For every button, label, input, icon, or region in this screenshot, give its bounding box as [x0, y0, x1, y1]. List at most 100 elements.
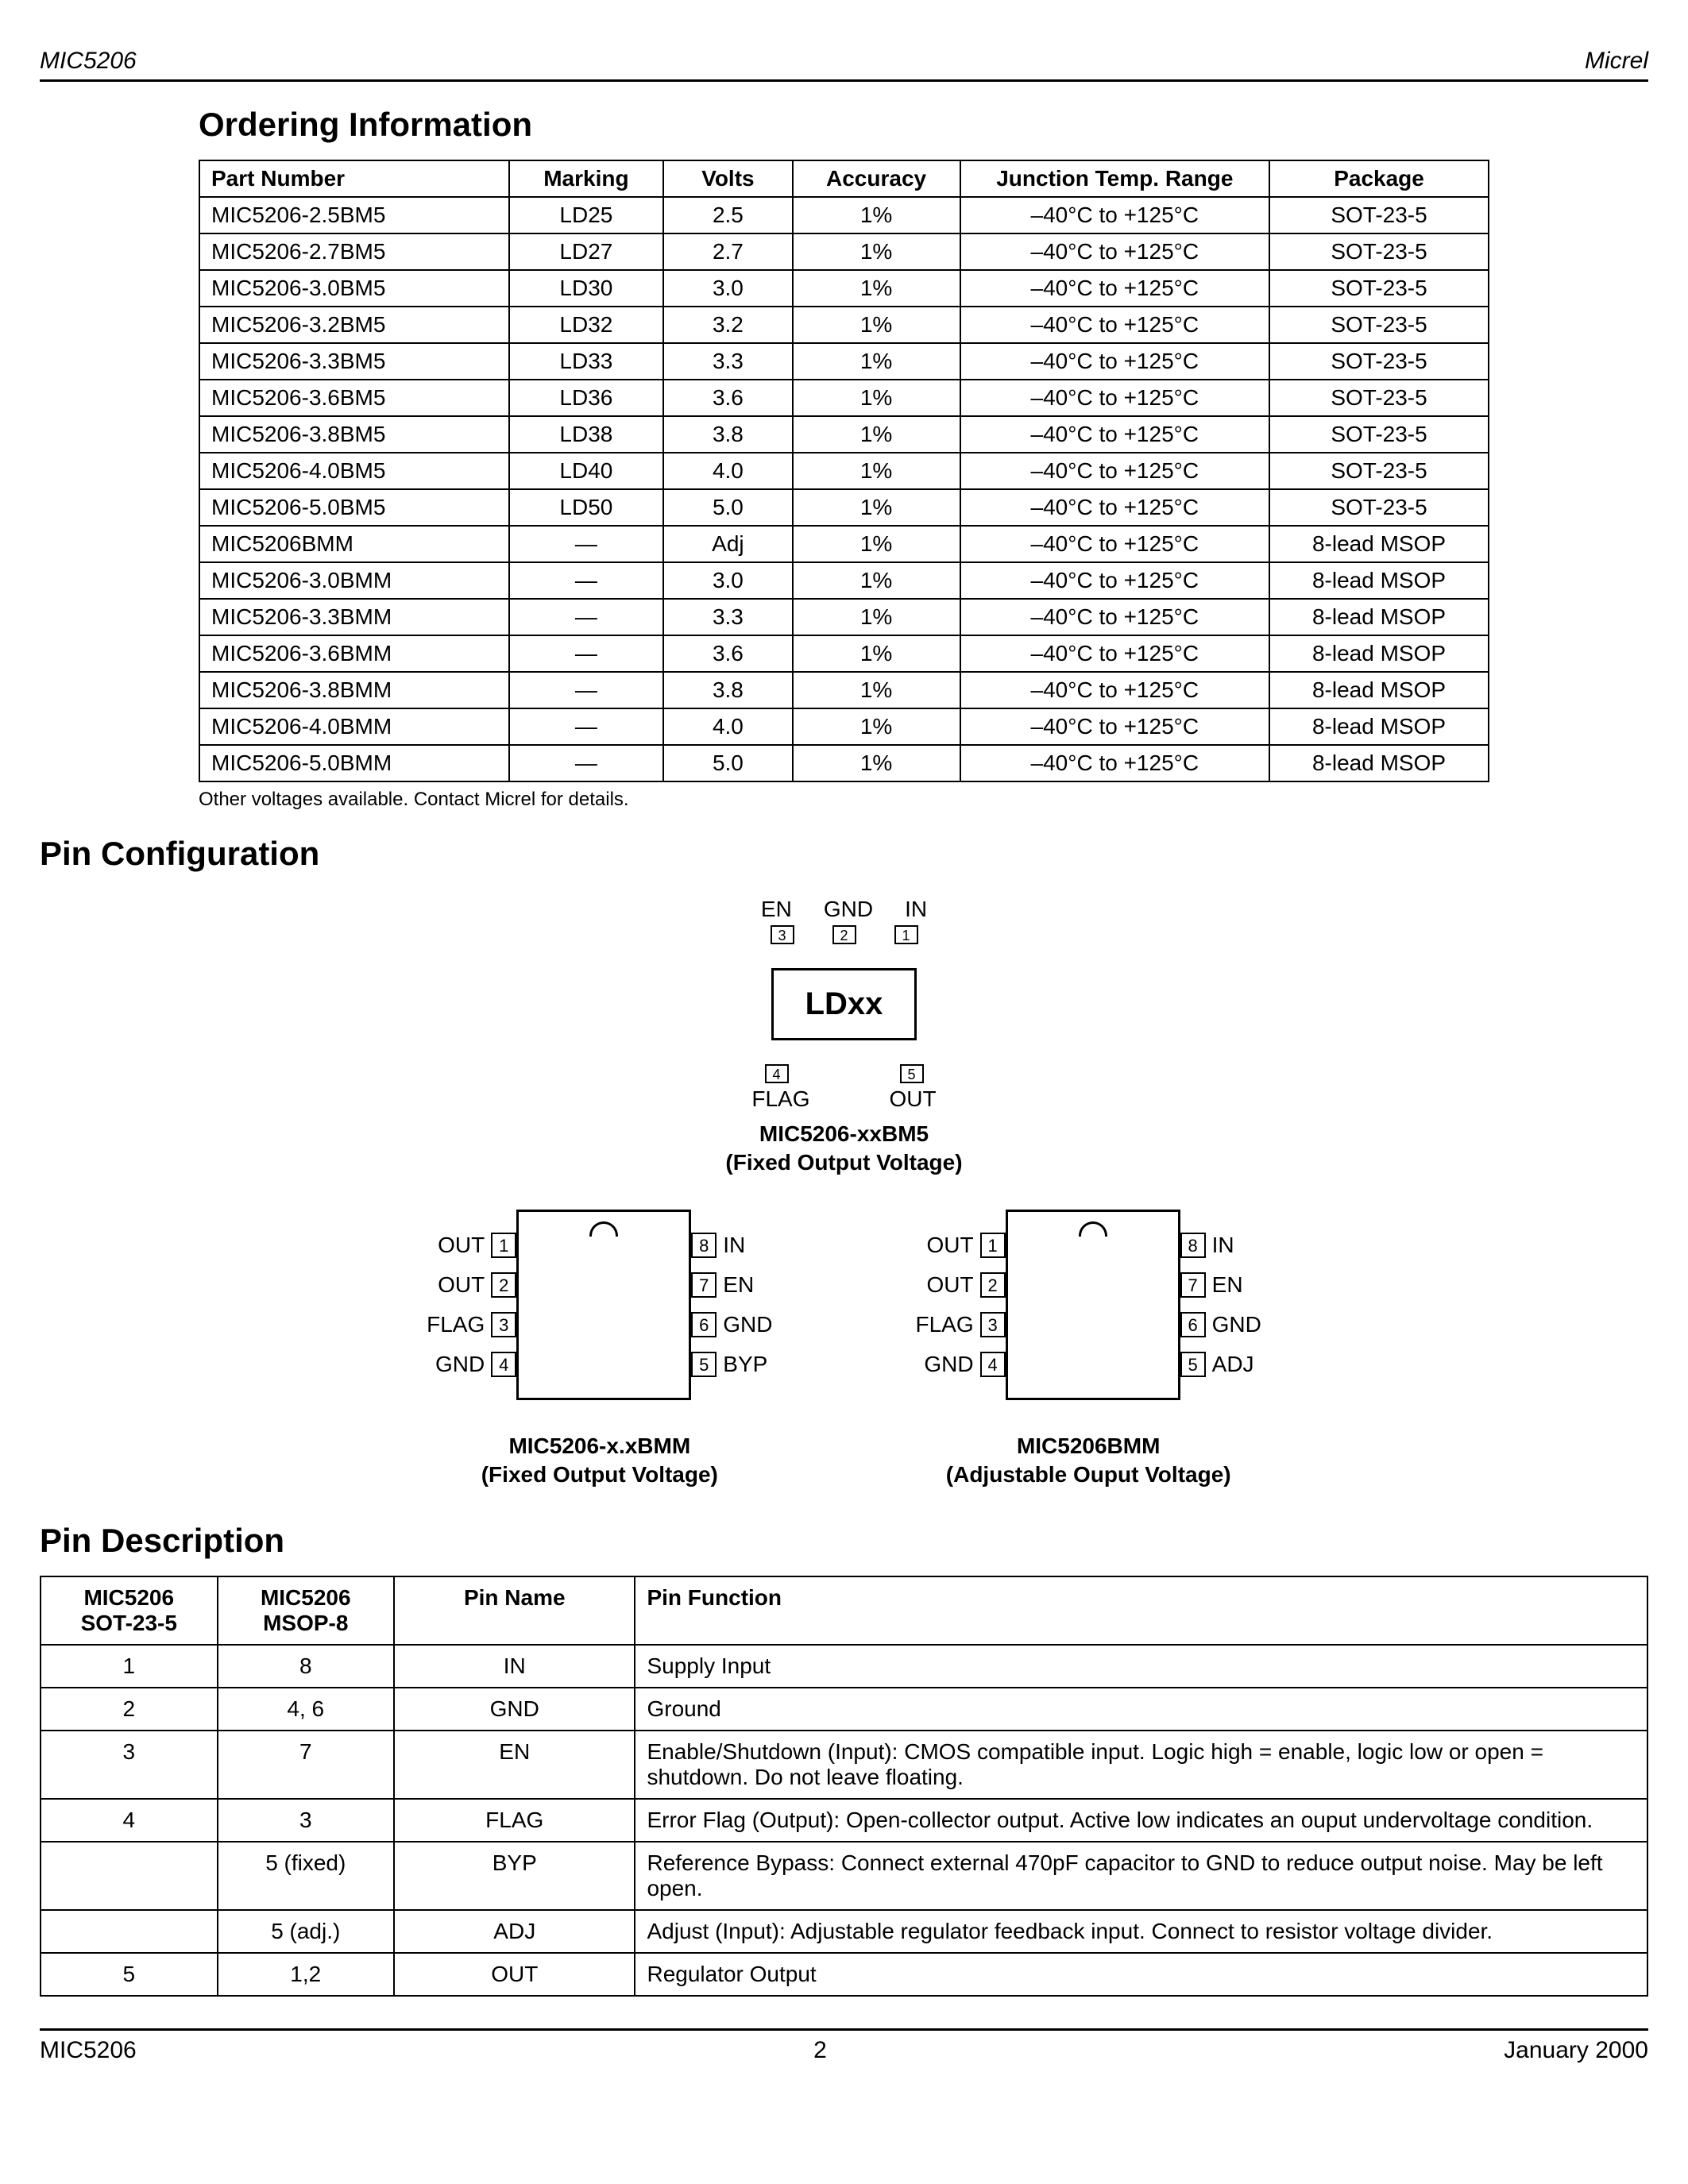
table-cell: BYP [394, 1842, 635, 1910]
pin-entry: GND4 [435, 1345, 516, 1384]
table-cell: 1% [793, 526, 960, 562]
table-row: 43FLAGError Flag (Output): Open-collecto… [41, 1799, 1647, 1842]
pindesc-col-header: Pin Function [635, 1576, 1647, 1645]
msop-caption-2: (Fixed Output Voltage) [427, 1461, 772, 1489]
pin-number: 5 [1180, 1352, 1206, 1377]
pin-label: IN [905, 897, 927, 922]
pin-entry: GND4 [924, 1345, 1005, 1384]
table-cell: — [509, 562, 664, 599]
pin-number: 7 [691, 1272, 717, 1298]
pin-label: GND [824, 897, 873, 922]
pin-label: FLAG [916, 1312, 974, 1337]
pin-number: 7 [1180, 1272, 1206, 1298]
table-row: 18INSupply Input [41, 1645, 1647, 1688]
table-cell: Supply Input [635, 1645, 1647, 1688]
table-cell: Ground [635, 1688, 1647, 1731]
pin-number: 1 [491, 1233, 516, 1258]
table-cell: –40°C to +125°C [960, 270, 1270, 307]
table-cell: –40°C to +125°C [960, 489, 1270, 526]
ordering-col-header: Accuracy [793, 160, 960, 197]
table-cell: 8-lead MSOP [1269, 635, 1489, 672]
pin-entry: 5BYP [691, 1345, 767, 1384]
table-cell: 3.6 [663, 635, 792, 672]
table-row: MIC5206-3.8BM5LD383.81%–40°C to +125°CSO… [199, 416, 1489, 453]
pin-label: OUT [927, 1233, 974, 1258]
table-cell: MIC5206-2.5BM5 [199, 197, 509, 233]
table-cell: Reference Bypass: Connect external 470pF… [635, 1842, 1647, 1910]
table-cell: — [509, 672, 664, 708]
table-cell: MIC5206-3.3BMM [199, 599, 509, 635]
table-cell: SOT-23-5 [1269, 453, 1489, 489]
msop-caption-2: (Adjustable Ouput Voltage) [916, 1461, 1261, 1489]
table-cell: — [509, 708, 664, 745]
pindesc-heading: Pin Description [40, 1522, 1648, 1560]
table-cell: Error Flag (Output): Open-collector outp… [635, 1799, 1647, 1842]
table-row: MIC5206-4.0BM5LD404.01%–40°C to +125°CSO… [199, 453, 1489, 489]
pin-entry: 8IN [1180, 1225, 1234, 1265]
pin-label: EN [761, 897, 792, 922]
table-cell: –40°C to +125°C [960, 233, 1270, 270]
table-cell: –40°C to +125°C [960, 599, 1270, 635]
table-cell: SOT-23-5 [1269, 270, 1489, 307]
sot-caption-1: MIC5206-xxBM5 [40, 1120, 1648, 1148]
pin-entry: OUT1 [438, 1225, 516, 1265]
table-cell: EN [394, 1731, 635, 1799]
pin-entry: 7EN [1180, 1265, 1243, 1305]
pin-label: OUT [438, 1272, 485, 1298]
table-cell: –40°C to +125°C [960, 635, 1270, 672]
table-cell: — [509, 745, 664, 781]
table-cell: 3 [41, 1731, 218, 1799]
table-cell: 3 [218, 1799, 395, 1842]
table-cell: Regulator Output [635, 1953, 1647, 1996]
table-cell: — [509, 635, 664, 672]
pinconfig-heading: Pin Configuration [40, 835, 1648, 873]
pin-entry: 5ADJ [1180, 1345, 1254, 1384]
pin-number: 2 [491, 1272, 516, 1298]
table-cell: MIC5206-3.6BMM [199, 635, 509, 672]
pin-label: GND [924, 1352, 973, 1377]
ordering-heading: Ordering Information [199, 106, 1489, 144]
ordering-table: Part NumberMarkingVoltsAccuracyJunction … [199, 160, 1489, 782]
footer-left: MIC5206 [40, 2037, 137, 2064]
table-cell: LD27 [509, 233, 664, 270]
pin-number: 4 [765, 1064, 789, 1083]
ordering-col-header: Package [1269, 160, 1489, 197]
table-cell: 3.6 [663, 380, 792, 416]
table-row: MIC5206-2.5BM5LD252.51%–40°C to +125°CSO… [199, 197, 1489, 233]
table-row: MIC5206-5.0BM5LD505.01%–40°C to +125°CSO… [199, 489, 1489, 526]
table-cell: SOT-23-5 [1269, 380, 1489, 416]
pin-label: ADJ [1212, 1352, 1254, 1377]
table-cell: LD50 [509, 489, 664, 526]
table-cell: 1% [793, 343, 960, 380]
pindesc-col-header: MIC5206SOT-23-5 [41, 1576, 218, 1645]
table-cell: SOT-23-5 [1269, 489, 1489, 526]
chip-body [1006, 1210, 1180, 1400]
table-cell: 1% [793, 672, 960, 708]
pin-label: EN [723, 1272, 754, 1298]
table-cell: 4 [41, 1799, 218, 1842]
table-cell: 1% [793, 635, 960, 672]
table-cell: LD25 [509, 197, 664, 233]
table-cell: 2.5 [663, 197, 792, 233]
pin-number: 8 [1180, 1233, 1206, 1258]
table-cell: 1% [793, 416, 960, 453]
header-left: MIC5206 [40, 48, 137, 75]
pin-number: 2 [980, 1272, 1006, 1298]
table-cell: –40°C to +125°C [960, 526, 1270, 562]
table-cell: Enable/Shutdown (Input): CMOS compatible… [635, 1731, 1647, 1799]
table-cell: 1% [793, 197, 960, 233]
table-cell: 5 (fixed) [218, 1842, 395, 1910]
table-cell: 3.0 [663, 562, 792, 599]
table-cell: 1% [793, 453, 960, 489]
chip-body [516, 1210, 691, 1400]
table-row: 5 (fixed)BYPReference Bypass: Connect ex… [41, 1842, 1647, 1910]
page-footer: MIC5206 2 January 2000 [40, 2028, 1648, 2064]
table-cell: –40°C to +125°C [960, 453, 1270, 489]
table-cell: FLAG [394, 1799, 635, 1842]
footer-right: January 2000 [1504, 2037, 1648, 2064]
pin-label: FLAG [751, 1086, 809, 1112]
pindesc-col-header: Pin Name [394, 1576, 635, 1645]
table-cell: 5 [41, 1953, 218, 1996]
msop-caption-1: MIC5206BMM [916, 1432, 1261, 1461]
pin-label: BYP [723, 1352, 767, 1377]
